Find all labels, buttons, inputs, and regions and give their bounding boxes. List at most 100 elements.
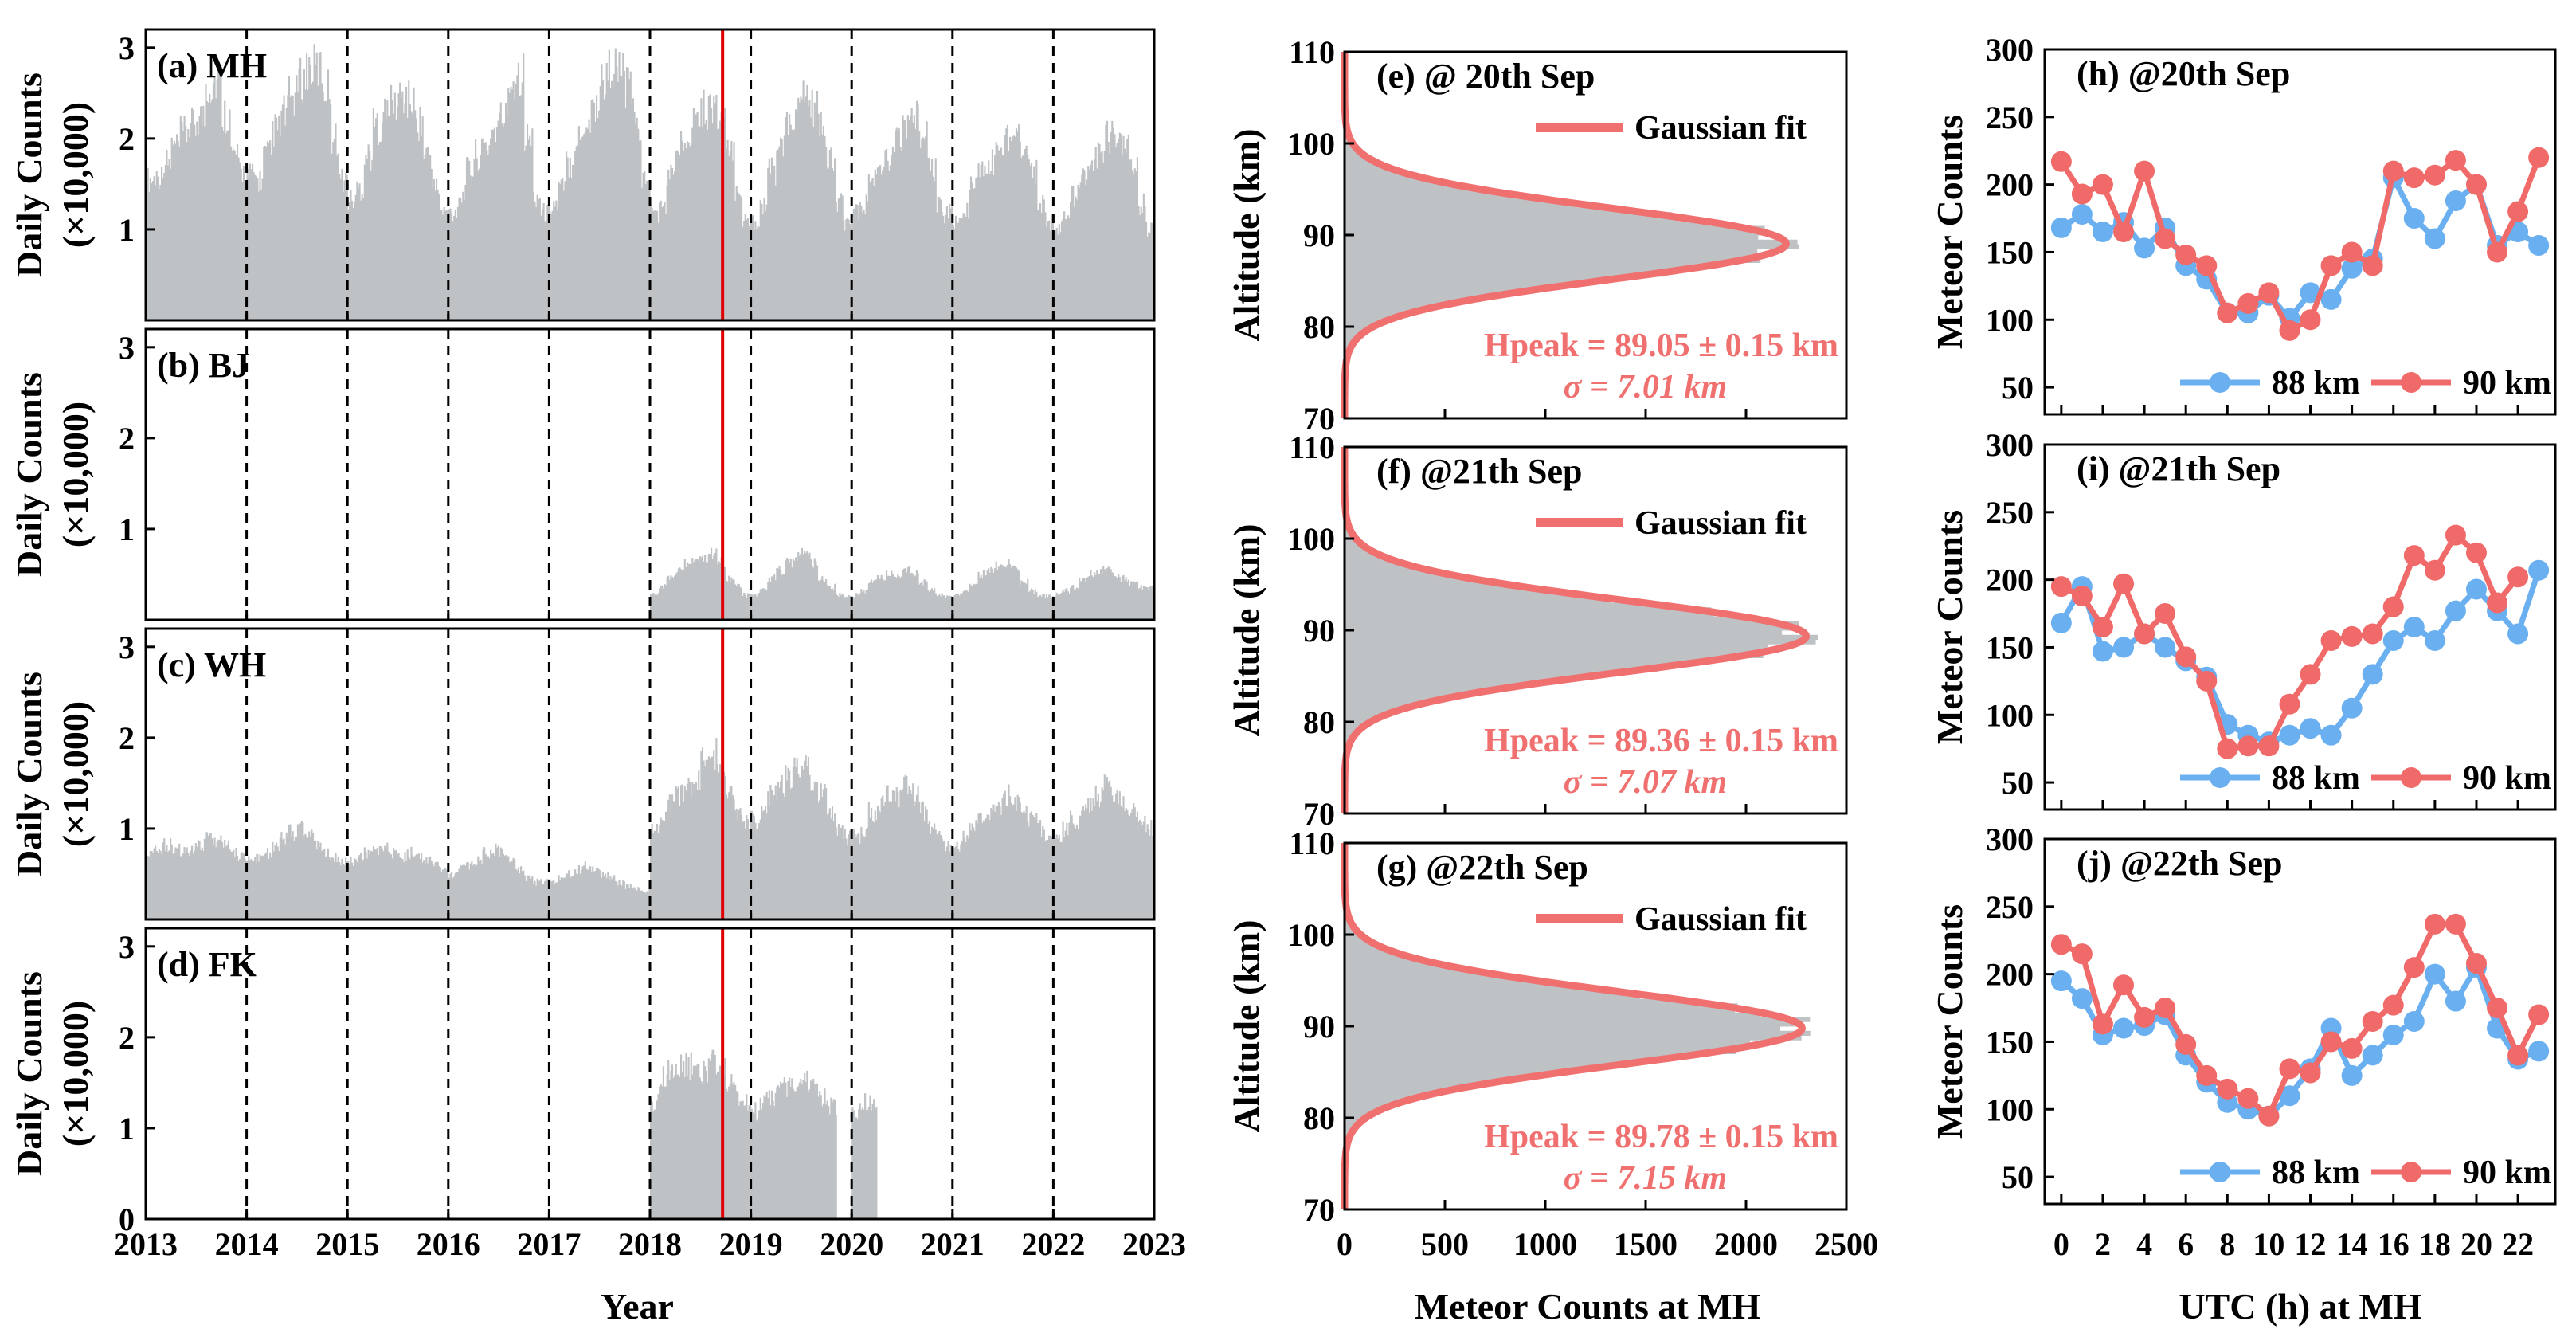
daily-count-bar	[290, 95, 293, 320]
daily-count-bar	[671, 1064, 674, 1219]
daily-count-bar	[538, 880, 541, 919]
daily-count-bar	[943, 223, 945, 320]
daily-count-bar	[1014, 797, 1016, 919]
daily-count-bar	[808, 552, 811, 620]
daily-count-bar	[382, 112, 385, 320]
daily-count-bar	[198, 116, 201, 320]
daily-count-bar	[1047, 839, 1049, 919]
y-axis-label: Altitude (km)	[1226, 919, 1266, 1132]
daily-count-bar	[806, 766, 808, 919]
daily-count-bar	[187, 853, 190, 919]
daily-count-bar	[221, 841, 224, 919]
daily-count-bar	[971, 823, 973, 919]
daily-count-bar	[1148, 232, 1150, 320]
daily-count-bar	[746, 219, 748, 320]
daily-count-bar	[664, 1086, 666, 1219]
data-point-88km	[2092, 222, 2113, 242]
data-point-90km	[2362, 623, 2383, 645]
daily-count-bar	[313, 841, 315, 919]
daily-count-bar	[830, 818, 832, 919]
daily-count-bar	[1144, 206, 1146, 320]
daily-count-bar	[729, 786, 731, 919]
daily-count-bar	[473, 864, 476, 919]
daily-count-bar	[562, 190, 565, 320]
daily-count-bar	[1101, 574, 1103, 620]
daily-count-bar	[580, 137, 583, 320]
daily-count-bar	[1020, 157, 1023, 320]
daily-count-bar	[917, 573, 919, 620]
daily-count-bar	[1068, 593, 1071, 620]
daily-count-bar	[830, 1097, 832, 1219]
daily-count-bar	[836, 211, 839, 320]
daily-count-bar	[413, 87, 415, 321]
daily-count-bar	[1137, 206, 1140, 320]
daily-count-bar	[871, 178, 874, 320]
daily-count-bar	[207, 835, 209, 919]
daily-count-bar	[335, 853, 337, 919]
daily-count-bar	[737, 583, 739, 620]
daily-count-bar	[1053, 596, 1055, 620]
daily-count-bar	[906, 115, 910, 320]
daily-count-bar	[343, 180, 346, 320]
daily-count-bar	[801, 1084, 804, 1219]
daily-count-bar	[981, 161, 984, 320]
daily-count-bar	[1099, 152, 1102, 320]
daily-count-bar	[559, 880, 562, 919]
daily-count-bar	[672, 577, 675, 620]
daily-count-bar	[384, 98, 386, 320]
daily-count-bar	[1133, 803, 1135, 919]
daily-count-bar	[222, 847, 225, 919]
daily-count-bar	[758, 592, 761, 620]
daily-count-bar	[417, 132, 419, 320]
daily-count-bar	[560, 877, 562, 919]
daily-count-bar	[954, 594, 957, 620]
legend-88km-label: 88 km	[2272, 1155, 2360, 1191]
daily-count-bar	[425, 147, 428, 320]
daily-count-bar	[633, 112, 636, 320]
daily-count-bar	[714, 552, 716, 620]
daily-count-bar	[937, 196, 939, 320]
histogram-bar	[1345, 930, 1358, 935]
daily-count-bar	[278, 851, 280, 919]
daily-count-bar	[811, 89, 813, 321]
daily-count-bar	[1054, 230, 1057, 320]
histogram-bar	[1345, 171, 1403, 176]
daily-count-bar	[867, 827, 869, 919]
daily-count-bar	[536, 878, 538, 919]
daily-count-bar	[855, 593, 858, 620]
daily-count-bar	[701, 1083, 704, 1219]
daily-count-bar	[683, 1076, 686, 1219]
daily-count-bar	[864, 214, 867, 320]
daily-count-bar	[797, 774, 800, 919]
data-point-90km	[2507, 566, 2529, 588]
daily-count-bar	[859, 593, 861, 620]
daily-count-bar	[523, 53, 525, 320]
daily-count-bar	[640, 890, 644, 919]
daily-count-bar	[326, 858, 328, 919]
daily-count-bar	[632, 98, 635, 320]
histogram-bar	[1345, 1017, 1811, 1022]
daily-count-bar	[531, 128, 534, 320]
daily-count-bar	[748, 829, 750, 919]
daily-count-bar	[471, 861, 473, 919]
daily-count-bar	[824, 1088, 826, 1219]
daily-count-bar	[432, 864, 434, 919]
daily-count-bar	[789, 563, 791, 620]
daily-count-bar	[155, 850, 158, 919]
daily-count-bar	[1005, 566, 1008, 620]
y-axis-label: Meteor Counts	[1929, 510, 1970, 744]
daily-count-bar	[425, 857, 428, 919]
histogram-bar	[1345, 147, 1360, 153]
daily-count-bar	[960, 593, 962, 620]
daily-count-bar	[973, 830, 976, 919]
daily-count-bar	[613, 73, 616, 320]
daily-count-bar	[339, 174, 341, 320]
daily-count-bar	[724, 566, 726, 620]
daily-count-bar	[529, 875, 531, 919]
histogram-bar	[1345, 662, 1668, 668]
daily-count-bar	[616, 66, 618, 321]
daily-count-bar	[975, 820, 977, 919]
daily-count-bar	[996, 570, 999, 620]
daily-count-bar	[981, 823, 984, 919]
